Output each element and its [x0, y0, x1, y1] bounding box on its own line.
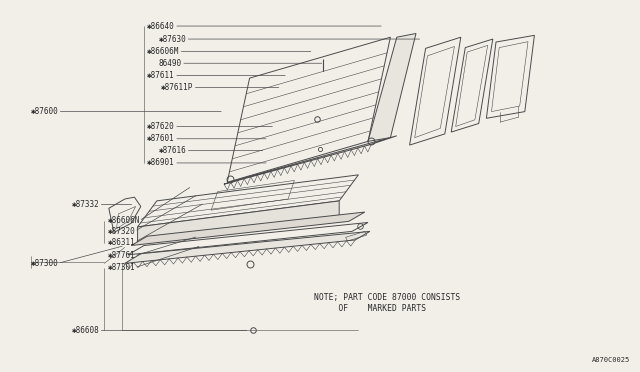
Text: ✱87611: ✱87611: [147, 71, 175, 80]
Polygon shape: [224, 136, 397, 184]
Text: ✱86606M: ✱86606M: [147, 47, 180, 56]
Text: ✱87616: ✱87616: [159, 146, 186, 155]
Polygon shape: [128, 222, 368, 255]
Text: ✱87300: ✱87300: [31, 259, 58, 268]
Text: ✱86606N: ✱86606N: [108, 217, 140, 225]
Text: ✱87320: ✱87320: [108, 227, 135, 236]
Text: ✱86901: ✱86901: [147, 158, 175, 167]
Text: ✱87620: ✱87620: [147, 122, 175, 131]
Text: OF    MARKED PARTS: OF MARKED PARTS: [314, 304, 426, 313]
Text: ✱86608: ✱86608: [72, 326, 99, 335]
Text: 86490: 86490: [159, 59, 182, 68]
Polygon shape: [125, 231, 370, 263]
Text: ✱87600: ✱87600: [31, 107, 58, 116]
Polygon shape: [138, 201, 339, 244]
Polygon shape: [486, 35, 534, 118]
Polygon shape: [227, 37, 390, 182]
Text: ✱87611P: ✱87611P: [161, 83, 194, 92]
Text: ✱86311: ✱86311: [108, 238, 135, 247]
Text: ✱87332: ✱87332: [72, 200, 99, 209]
Text: ✱87630: ✱87630: [159, 35, 186, 44]
Polygon shape: [368, 33, 416, 141]
Text: ✱86640: ✱86640: [147, 22, 175, 31]
Polygon shape: [138, 175, 358, 227]
Text: ✱87301: ✱87301: [108, 263, 135, 272]
Polygon shape: [451, 39, 493, 132]
Polygon shape: [410, 37, 461, 145]
Polygon shape: [109, 197, 141, 232]
Text: ✱87601: ✱87601: [147, 134, 175, 143]
Text: ✱87761: ✱87761: [108, 251, 135, 260]
Polygon shape: [131, 212, 365, 246]
Text: NOTE; PART CODE 87000 CONSISTS: NOTE; PART CODE 87000 CONSISTS: [314, 293, 460, 302]
Text: A870C0025: A870C0025: [592, 357, 630, 363]
